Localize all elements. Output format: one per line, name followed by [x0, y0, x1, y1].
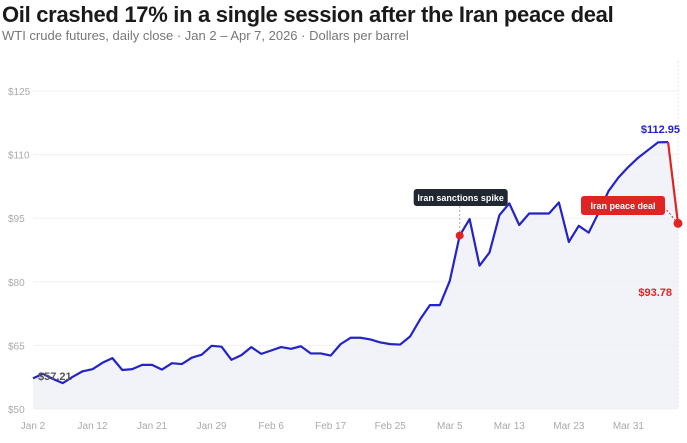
- x-tick-label: Mar 31: [613, 421, 645, 432]
- x-tick-label: Mar 5: [437, 421, 463, 432]
- start-value-label: $57.21: [38, 371, 72, 383]
- y-tick-label: $50: [8, 405, 25, 416]
- peace-deal-point: [673, 218, 683, 228]
- peak-value-label: $112.95: [641, 124, 680, 136]
- x-tick-label: Jan 2: [21, 421, 46, 432]
- annotations: Iran sanctions spike Iran peace deal $57.2…: [38, 124, 683, 383]
- area-fill: [33, 61, 679, 410]
- y-tick-label: $125: [8, 87, 31, 98]
- final-value-label: $93.78: [638, 287, 672, 299]
- chart-title: Oil crashed 17% in a single session afte…: [2, 2, 614, 27]
- annotation-label-peace: Iran peace deal: [590, 201, 655, 211]
- x-tick-label: Mar 13: [494, 421, 526, 432]
- x-tick-label: Jan 21: [137, 421, 167, 432]
- x-tick-label: Jan 29: [197, 421, 227, 432]
- x-tick-label: Feb 17: [315, 421, 347, 432]
- crash-segment: [666, 141, 680, 224]
- y-tick-label: $95: [8, 214, 25, 225]
- x-tick-label: Jan 12: [78, 421, 108, 432]
- annotation-box-sanctions: [413, 189, 508, 206]
- y-tick-label: $65: [8, 341, 25, 352]
- annotation-box-peace: [581, 196, 665, 215]
- x-tick-label: Feb 25: [375, 421, 407, 432]
- y-tick-label: $80: [8, 278, 25, 289]
- chart-subtitle: WTI crude futures, daily close · Jan 2 –…: [2, 28, 409, 43]
- annotation-label-sanctions: Iran sanctions spike: [417, 193, 504, 203]
- axis-ticks: $125 $110 $95 $80 $65 $50 Jan 2 Jan 12 Jan 21 Jan…: [8, 87, 644, 432]
- x-tick-label: Mar 23: [553, 421, 585, 432]
- x-tick-label: Feb 6: [258, 421, 284, 432]
- y-tick-label: $110: [8, 151, 30, 162]
- series-line-path: [32, 140, 669, 385]
- series-line: [32, 140, 680, 385]
- area-fill-shape: [33, 142, 678, 410]
- sanctions-point: [455, 231, 464, 240]
